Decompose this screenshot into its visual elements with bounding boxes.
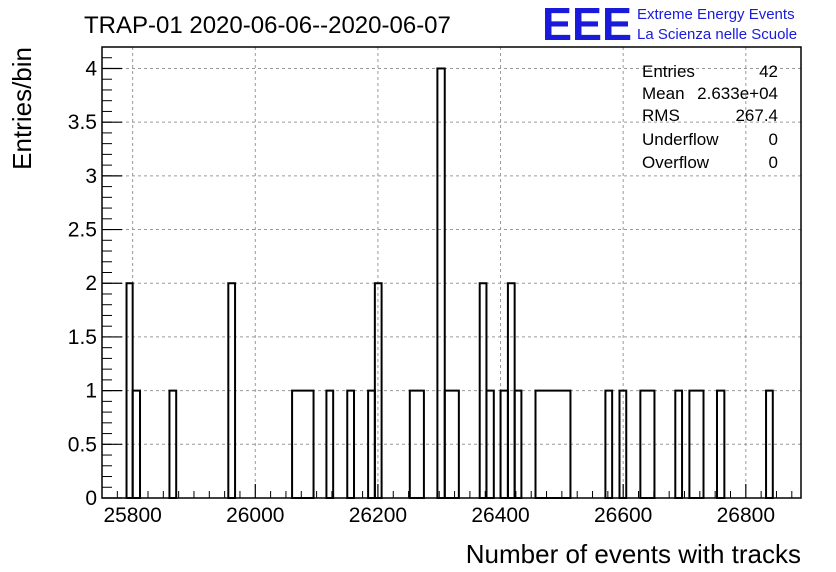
y-tick-label: 1: [85, 380, 97, 403]
stat-mean-label: Mean: [642, 84, 685, 103]
x-tick-label: 25800: [103, 504, 161, 527]
x-axis: 25800 26000 26200 26400 26600 26800: [101, 484, 793, 527]
y-tick-label: 2: [85, 272, 97, 295]
stat-rms-value: 267.4: [735, 106, 778, 125]
x-tick-label: 26200: [349, 504, 407, 527]
eee-logo: EEE Extreme Energy Events La Scienza nel…: [542, 0, 797, 50]
x-tick-label: 26600: [594, 504, 652, 527]
stat-underflow-label: Underflow: [642, 130, 719, 149]
y-tick-label: 0.5: [68, 433, 97, 456]
y-tick-label: 0: [85, 487, 97, 510]
y-tick-label: 1.5: [68, 326, 97, 349]
y-tick-label: 4: [85, 57, 97, 80]
stat-entries-value: 42: [759, 62, 778, 81]
histogram-bars: [125, 67, 774, 499]
x-axis-title: Number of events with tracks: [466, 539, 801, 569]
stat-rms-label: RMS: [642, 106, 680, 125]
stat-entries-label: Entries: [642, 62, 695, 81]
y-tick-label: 2.5: [68, 219, 97, 242]
x-tick-label: 26800: [717, 504, 775, 527]
x-tick-label: 26400: [471, 504, 529, 527]
chart-title: TRAP-01 2020-06-06--2020-06-07: [84, 12, 451, 39]
x-tick-label: 26000: [226, 504, 284, 527]
stats-box: Entries 42 Mean 2.633e+04 RMS 267.4 Unde…: [642, 62, 778, 172]
logo-mark: EEE: [542, 0, 632, 50]
logo-line-1: Extreme Energy Events: [637, 6, 795, 23]
y-axis: 0 0.5 1 1.5 2 2.5 3 3.5 4: [68, 46, 122, 510]
stat-overflow-label: Overflow: [642, 153, 710, 172]
y-axis-title: Entries/bin: [7, 47, 37, 170]
logo-line-2: La Scienza nelle Scuole: [637, 26, 797, 43]
y-tick-label: 3.5: [68, 111, 97, 134]
stat-mean-value: 2.633e+04: [697, 84, 778, 103]
stat-underflow-value: 0: [769, 130, 778, 149]
stat-overflow-value: 0: [769, 153, 778, 172]
y-tick-label: 3: [85, 165, 97, 188]
